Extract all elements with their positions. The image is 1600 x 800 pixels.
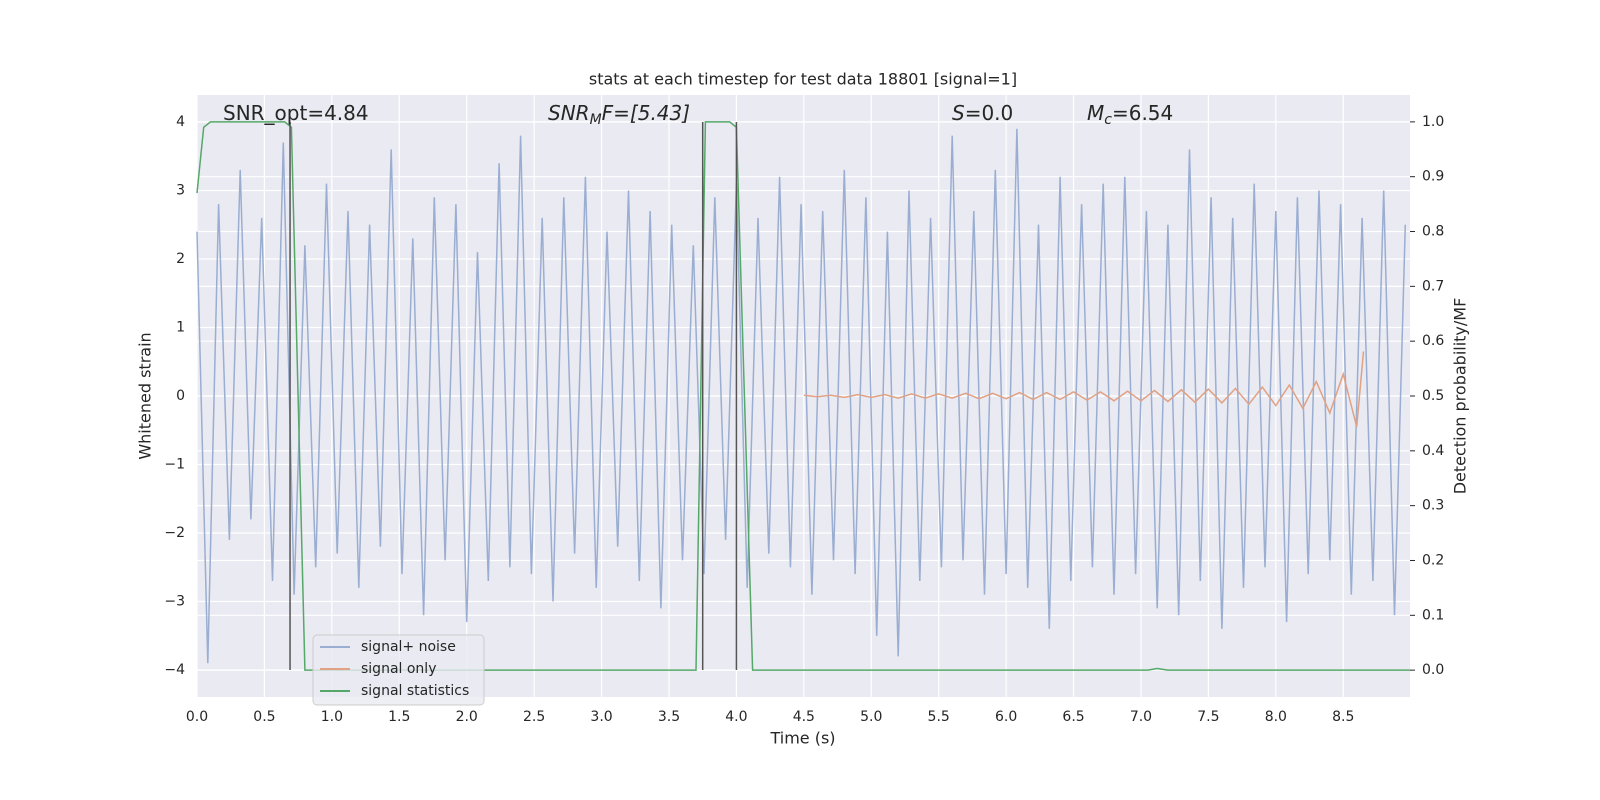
x-tick-label: 6.5: [1062, 709, 1084, 725]
y2-tick-label: 0.5: [1422, 388, 1444, 404]
x-tick-label: 3.5: [658, 709, 680, 725]
y2-tick-label: 0.9: [1422, 169, 1444, 185]
legend-label: signal statistics: [361, 683, 469, 699]
annotation: Mc=6.54: [1087, 101, 1173, 129]
annotation-tail: F=[5.43]: [602, 101, 690, 125]
y-axis-label: Whitened strain: [136, 332, 155, 459]
x-tick-label: 5.5: [928, 709, 950, 725]
y2-tick-label: 0.3: [1422, 498, 1444, 514]
y2-tick-label: 0.6: [1422, 333, 1444, 349]
x-tick-label: 3.0: [590, 709, 612, 725]
y-tick-label: 1: [176, 319, 185, 335]
x-tick-label: 0.0: [186, 709, 208, 725]
annotation-text: SNR_opt=4.84: [223, 101, 369, 125]
y2-tick-label: 0.2: [1422, 552, 1444, 568]
y2-tick-label: 0.0: [1422, 662, 1444, 678]
x-tick-label: 4.5: [793, 709, 815, 725]
y-tick-label: 3: [176, 182, 185, 198]
series-line: [196, 128, 1407, 664]
x-tick-label: 1.5: [388, 709, 410, 725]
x-tick-label: 7.5: [1197, 709, 1219, 725]
annotation-tail: =6.54: [1112, 101, 1173, 125]
y-tick-label: 4: [176, 114, 185, 130]
x-tick-label: 2.0: [456, 709, 478, 725]
y-tick-label: −4: [164, 662, 185, 678]
annotation-base: SNR: [548, 101, 590, 125]
series-line: [803, 351, 1365, 427]
x-tick-label: 0.5: [253, 709, 275, 725]
legend-label: signal only: [361, 661, 436, 677]
x-tick-label: 8.0: [1265, 709, 1287, 725]
annotation-base: S: [952, 101, 965, 125]
legend-box: [312, 634, 485, 706]
x-axis-label: Time (s): [769, 729, 835, 748]
annotation-tail: =0.0: [965, 101, 1014, 125]
y-tick-label: −1: [164, 457, 185, 473]
y2-tick-label: 0.7: [1422, 278, 1444, 294]
y-tick-label: 0: [176, 388, 185, 404]
annotation-sub: c: [1104, 112, 1112, 128]
annotation-sub: M: [590, 112, 602, 128]
y-tick-label: 2: [176, 251, 185, 267]
annotation: SNR_opt=4.84: [223, 101, 369, 125]
x-tick-label: 1.0: [321, 709, 343, 725]
x-tick-label: 8.5: [1332, 709, 1354, 725]
x-tick-label: 2.5: [523, 709, 545, 725]
series-line: [196, 121, 1410, 671]
annotation-base: M: [1087, 101, 1104, 125]
y2-tick-label: 0.4: [1422, 443, 1444, 459]
x-tick-label: 4.0: [725, 709, 747, 725]
y2-tick-label: 0.1: [1422, 607, 1444, 623]
y2-tick-label: 1.0: [1422, 114, 1444, 130]
y-tick-label: −3: [164, 594, 185, 610]
x-tick-label: 5.0: [860, 709, 882, 725]
y-tick-label: −2: [164, 525, 185, 541]
x-tick-label: 6.0: [995, 709, 1017, 725]
x-tick-label: 7.0: [1130, 709, 1152, 725]
annotation: S=0.0: [952, 101, 1013, 125]
chart-title: stats at each timestep for test data 188…: [589, 70, 1017, 89]
annotation: SNRMF=[5.43]: [548, 101, 690, 129]
y2-tick-label: 0.8: [1422, 224, 1444, 240]
y2-axis-label: Detection probability/MF: [1451, 298, 1470, 495]
legend-label: signal+ noise: [361, 639, 456, 655]
